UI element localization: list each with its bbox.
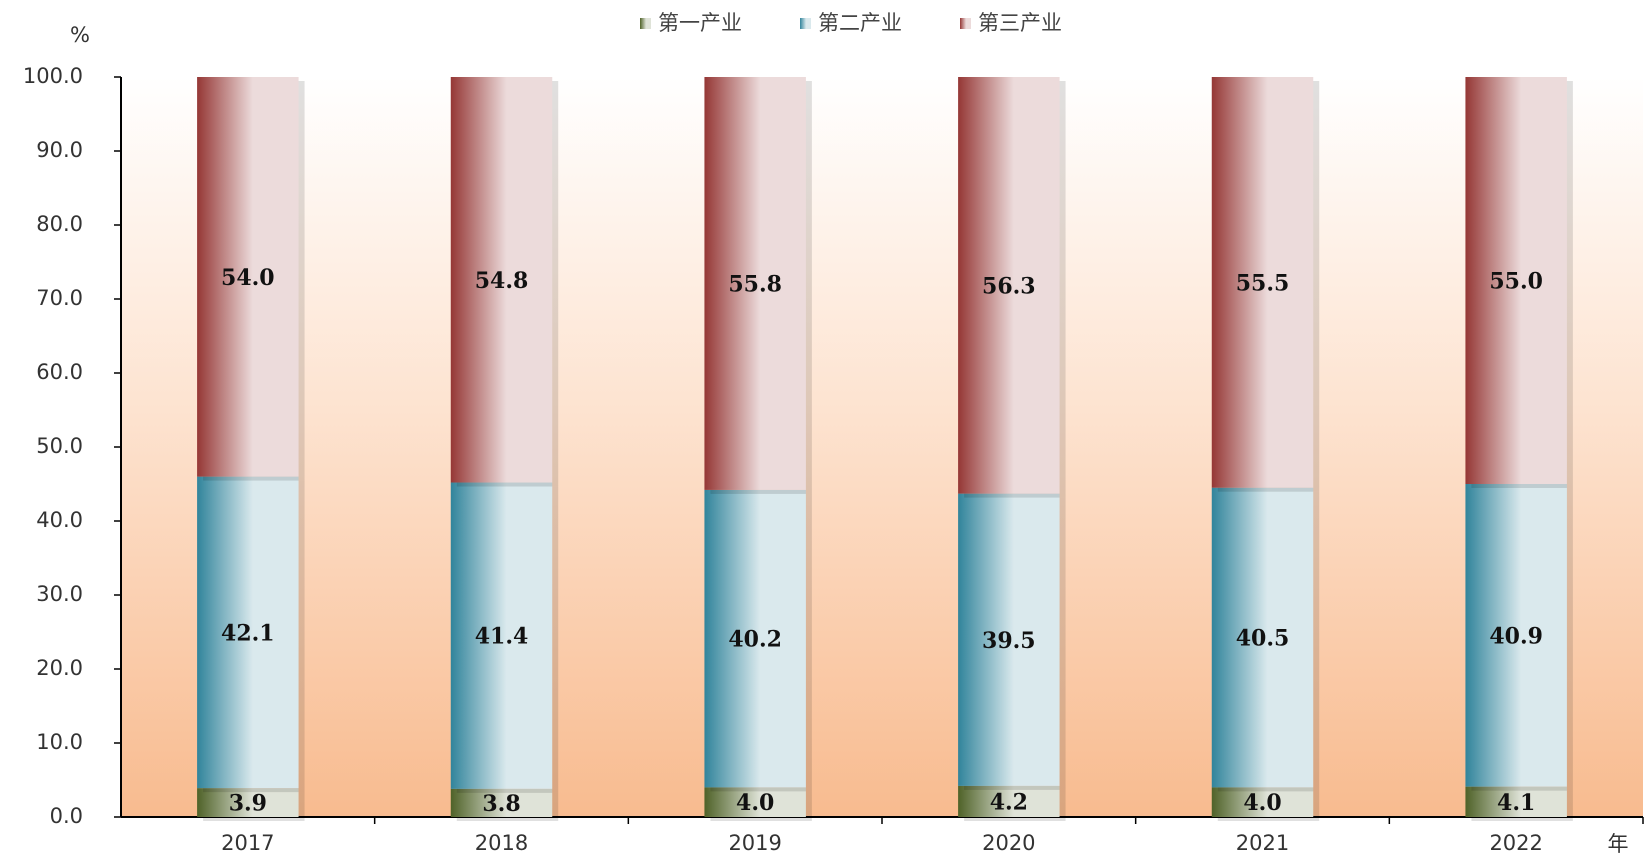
bar-segment — [1465, 484, 1567, 787]
bar-segment — [197, 77, 299, 477]
plot-background — [121, 77, 1643, 817]
bar-segment — [1465, 77, 1567, 484]
data-label: 42.1 — [221, 620, 275, 646]
legend-label: 第二产业 — [818, 11, 902, 35]
bar-segment — [1211, 787, 1314, 817]
bar-segment — [704, 489, 806, 788]
x-tick-label: 2020 — [982, 831, 1035, 855]
data-label: 41.4 — [475, 624, 529, 650]
bar-segment — [704, 787, 806, 817]
data-label: 3.9 — [229, 791, 267, 817]
bar-segment — [450, 482, 553, 789]
legend-label: 第一产业 — [658, 11, 742, 35]
data-label: 55.0 — [1489, 269, 1543, 295]
x-tick-label: 2019 — [728, 831, 781, 855]
bar-segment — [197, 476, 299, 789]
data-label: 40.9 — [1489, 623, 1543, 649]
data-label: 54.8 — [475, 268, 529, 294]
data-label: 55.5 — [1236, 270, 1290, 296]
bar-segment — [958, 785, 1060, 817]
bar-segment — [1211, 487, 1314, 788]
bar-segment — [704, 77, 806, 490]
legend-swatch — [640, 18, 651, 29]
x-tick-label: 2018 — [475, 831, 528, 855]
legend-label: 第三产业 — [978, 11, 1062, 35]
bar-segment — [197, 788, 299, 817]
data-label: 55.8 — [728, 271, 782, 297]
data-label: 4.2 — [990, 789, 1028, 815]
data-label: 40.2 — [728, 627, 782, 653]
y-tick-label: 90.0 — [36, 138, 83, 162]
y-tick-label: 100.0 — [23, 64, 83, 88]
data-label: 4.1 — [1497, 790, 1535, 816]
data-label: 54.0 — [221, 265, 275, 291]
x-tick-label: 2017 — [221, 831, 274, 855]
y-tick-label: 60.0 — [36, 360, 83, 384]
data-label: 40.5 — [1236, 626, 1290, 652]
y-tick-label: 70.0 — [36, 286, 83, 310]
y-tick-label: 50.0 — [36, 434, 83, 458]
y-tick-label: 10.0 — [36, 730, 83, 754]
x-tick-label: 2022 — [1489, 831, 1542, 855]
bar-segment — [1211, 77, 1314, 488]
legend-swatch — [960, 18, 971, 29]
bar-segment — [1465, 786, 1567, 817]
y-tick-label: 20.0 — [36, 656, 83, 680]
y-tick-label: 80.0 — [36, 212, 83, 236]
data-label: 4.0 — [1243, 790, 1281, 816]
data-label: 39.5 — [982, 628, 1036, 654]
data-label: 3.8 — [482, 791, 520, 817]
data-label: 56.3 — [982, 273, 1036, 299]
x-axis-unit: 年 — [1608, 832, 1629, 856]
bar-segment — [958, 493, 1060, 786]
y-axis-unit: % — [70, 23, 90, 47]
bar-segment — [450, 77, 553, 483]
bar-segment — [958, 77, 1060, 494]
y-tick-label: 30.0 — [36, 582, 83, 606]
x-tick-label: 2021 — [1236, 831, 1289, 855]
data-label: 4.0 — [736, 790, 774, 816]
y-tick-label: 40.0 — [36, 508, 83, 532]
y-tick-label: 0.0 — [50, 804, 83, 828]
legend-swatch — [800, 18, 811, 29]
bar-segment — [450, 788, 553, 817]
